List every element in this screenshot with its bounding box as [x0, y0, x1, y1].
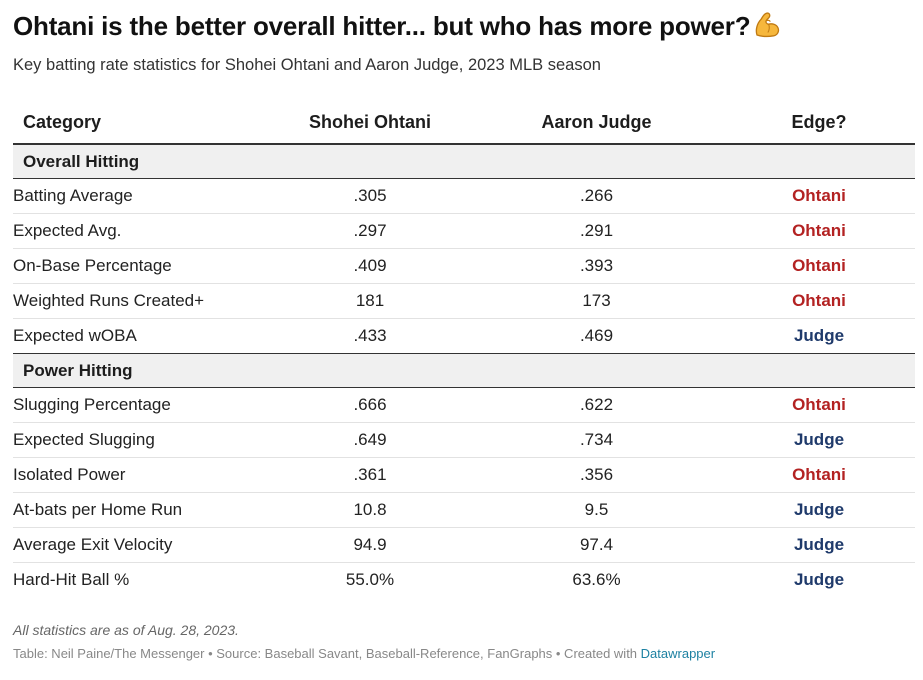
edge-cell: Judge: [793, 570, 845, 589]
judge-value-cell: .734: [470, 422, 723, 458]
stats-table: Category Shohei Ohtani Aaron Judge Edge?…: [13, 102, 915, 597]
chart-title: Ohtani is the better overall hitter... b…: [13, 10, 782, 42]
group-row: Overall Hitting: [13, 144, 915, 179]
category-cell: Expected wOBA: [13, 318, 270, 354]
category-cell: On-Base Percentage: [13, 248, 270, 284]
ohtani-value-cell: .297: [270, 213, 470, 249]
table-body: Overall Hitting Batting Average .305.266 Oh…: [13, 144, 915, 597]
edge-cell: Judge: [723, 422, 915, 458]
category-cell: Weighted Runs Created+: [13, 283, 270, 319]
judge-value-cell: 97.4: [470, 527, 723, 563]
edge-cell: Ohtani: [723, 178, 915, 214]
category-cell: At-bats per Home Run: [13, 492, 270, 528]
judge-value-cell: .266: [470, 178, 723, 214]
table-row: On-Base Percentage .409.393 Ohtani: [13, 248, 915, 284]
ohtani-value-cell: 181: [270, 283, 470, 319]
table-row: Average Exit Velocity 94.9 97.4 Judge: [13, 527, 915, 563]
category-cell: Average Exit Velocity: [13, 527, 270, 563]
table-row: Isolated Power .361.356 Ohtani: [13, 457, 915, 493]
category-cell: Isolated Power: [13, 457, 270, 493]
ohtani-value-cell: .433: [270, 318, 470, 354]
column-header-judge[interactable]: Aaron Judge: [470, 102, 723, 145]
edge-cell: Judge: [723, 492, 915, 528]
column-header-edge[interactable]: Edge?: [723, 102, 915, 145]
ohtani-value-cell: .409: [270, 248, 470, 284]
ohtani-value-cell: .361: [270, 457, 470, 493]
datawrapper-link[interactable]: Datawrapper: [640, 646, 716, 661]
table-row: Slugging Percentage .666.622 Ohtani: [13, 387, 915, 423]
table-row: Weighted Runs Created+ 181 173 Ohtani: [13, 283, 915, 319]
chart-subtitle: Key batting rate statistics for Shohei O…: [13, 56, 601, 74]
header-row: Category Shohei Ohtani Aaron Judge Edge?: [13, 102, 915, 145]
category-cell: Expected Avg.: [13, 213, 270, 249]
edge-cell: Ohtani: [723, 457, 915, 493]
judge-value-cell: 9.5: [470, 492, 723, 528]
ohtani-value-cell: .649: [270, 422, 470, 458]
group-label: Overall Hitting: [13, 144, 915, 179]
ohtani-value-cell: 55.0%: [345, 570, 395, 589]
chart-title-text: Ohtani is the better overall hitter... b…: [13, 11, 751, 41]
column-header-category[interactable]: Category: [13, 102, 270, 145]
category-cell: Batting Average: [13, 178, 270, 214]
table-row: Hard-Hit Ball % 55.0% 63.6% Judge: [13, 563, 915, 598]
edge-cell: Ohtani: [723, 387, 915, 423]
flexed-biceps-icon: [756, 12, 780, 38]
category-cell: Expected Slugging: [13, 422, 270, 458]
table-row: At-bats per Home Run 10.8 9.5 Judge: [13, 492, 915, 528]
edge-cell: Judge: [723, 527, 915, 563]
edge-cell: Ohtani: [723, 283, 915, 319]
category-cell: Slugging Percentage: [13, 387, 270, 423]
ohtani-value-cell: 10.8: [270, 492, 470, 528]
ohtani-value-cell: .666: [270, 387, 470, 423]
edge-cell: Ohtani: [723, 213, 915, 249]
edge-cell: Judge: [723, 318, 915, 354]
table-row: Expected Slugging .649.734 Judge: [13, 422, 915, 458]
edge-cell: Ohtani: [723, 248, 915, 284]
table-footer: Table: Neil Paine/The Messenger • Source…: [13, 646, 715, 661]
group-label: Power Hitting: [13, 353, 915, 388]
judge-value-cell: .291: [470, 213, 723, 249]
table-row: Batting Average .305.266 Ohtani: [13, 178, 915, 214]
category-cell: Hard-Hit Ball %: [13, 570, 130, 589]
ohtani-value-cell: 94.9: [270, 527, 470, 563]
ohtani-value-cell: .305: [270, 178, 470, 214]
column-header-ohtani[interactable]: Shohei Ohtani: [270, 102, 470, 145]
judge-value-cell: .393: [470, 248, 723, 284]
judge-value-cell: 173: [470, 283, 723, 319]
group-row: Power Hitting: [13, 353, 915, 388]
table-row: Expected Avg. .297.291 Ohtani: [13, 213, 915, 249]
judge-value-cell: .356: [470, 457, 723, 493]
judge-value-cell: .622: [470, 387, 723, 423]
judge-value-cell: .469: [470, 318, 723, 354]
judge-value-cell: 63.6%: [572, 570, 621, 589]
table-notes: All statistics are as of Aug. 28, 2023.: [13, 622, 239, 638]
footer-credits: Table: Neil Paine/The Messenger • Source…: [13, 646, 638, 661]
table-row: Expected wOBA .433.469 Judge: [13, 318, 915, 354]
